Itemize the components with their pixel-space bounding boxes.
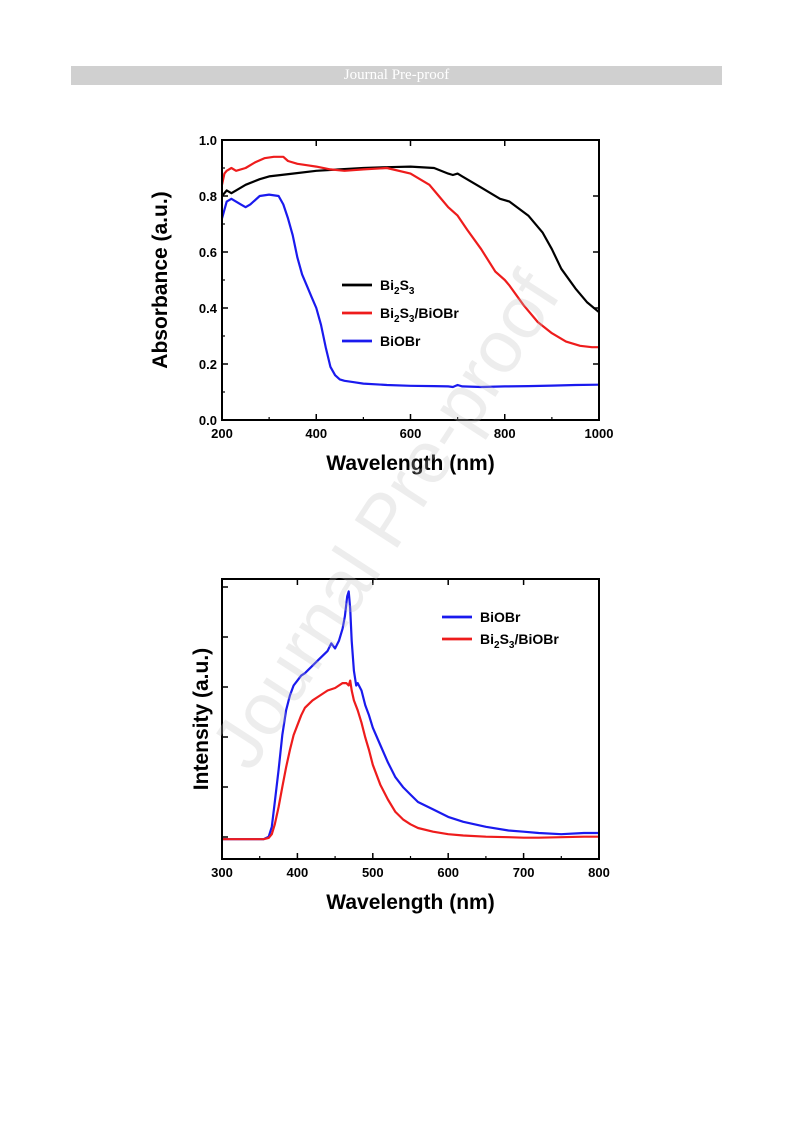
absorbance-chart: 200 400 600 800 1000 0.0 0.2 0.4 0.6 0.8 1.0 Wavele…: [149, 133, 614, 475]
x-tick-label: 600: [400, 426, 422, 441]
x-tick-label: 800: [494, 426, 516, 441]
legend-label-0: BiOBr: [480, 609, 521, 625]
legend-label-0: Bi2S3: [380, 277, 415, 297]
x-tick-label: 700: [513, 865, 535, 880]
x-tick-label: 800: [588, 865, 610, 880]
y-tick-label: 0.8: [199, 189, 217, 204]
y-axis-title: Absorbance (a.u.): [149, 191, 172, 368]
journal-banner: Journal Pre-proof: [71, 66, 722, 85]
y-tick-label: 1.0: [199, 133, 217, 148]
series-line-0: [222, 590, 599, 841]
x-tick-label: 600: [437, 865, 459, 880]
x-tick-label: 200: [211, 426, 233, 441]
x-axis-title: Wavelength (nm): [326, 891, 494, 914]
series-line-1: [222, 679, 599, 841]
x-tick-label: 300: [211, 865, 233, 880]
legend-label-2: BiOBr: [380, 333, 421, 349]
legend-label-1: Bi2S3/BiOBr: [380, 305, 459, 325]
series-line-2: [220, 193, 600, 389]
series-line-0: [221, 165, 600, 314]
x-tick-label: 1000: [585, 426, 614, 441]
x-tick-label: 400: [305, 426, 327, 441]
x-tick-label: 400: [287, 865, 309, 880]
y-axis-title: Intensity (a.u.): [190, 648, 213, 790]
series-line-1: [220, 155, 599, 349]
y-tick-label: 0.0: [199, 413, 217, 428]
y-tick-label: 0.6: [199, 245, 217, 260]
x-axis-title: Wavelength (nm): [326, 452, 494, 475]
plot-frame: [221, 578, 600, 860]
legend-label-1: Bi2S3/BiOBr: [480, 631, 559, 651]
x-tick-label: 500: [362, 865, 384, 880]
y-tick-label: 0.4: [199, 301, 218, 316]
y-tick-label: 0.2: [199, 357, 217, 372]
